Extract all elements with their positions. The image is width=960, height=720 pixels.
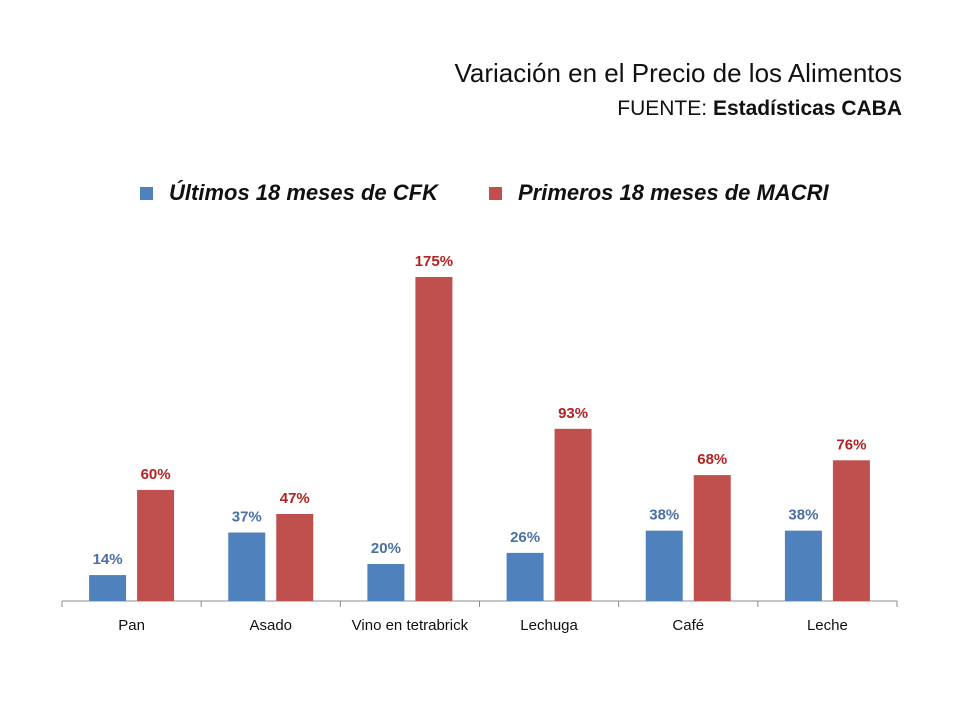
bar-macri xyxy=(693,475,731,601)
bar-macri xyxy=(554,428,592,601)
data-label-macri: 68% xyxy=(697,451,727,468)
chart-title: Variación en el Precio de los Alimentos xyxy=(454,58,902,88)
bar-macri xyxy=(137,489,175,601)
bar-cfk xyxy=(89,575,127,601)
category-label: Café xyxy=(672,617,704,634)
source-name: Estadísticas CABA xyxy=(712,97,902,120)
chart-legend: Últimos 18 meses de CFK Primeros 18 mese… xyxy=(0,180,960,214)
category-label: Pan xyxy=(118,617,145,634)
data-label-macri: 93% xyxy=(558,405,588,422)
data-label-cfk: 20% xyxy=(371,540,401,557)
legend-label-cfk: Últimos 18 meses de CFK xyxy=(169,180,438,205)
legend-swatch-cfk xyxy=(140,186,153,200)
data-label-cfk: 14% xyxy=(93,551,123,568)
bar-cfk xyxy=(506,552,544,601)
source-prefix: FUENTE: xyxy=(617,97,713,120)
data-label-cfk: 37% xyxy=(232,508,262,525)
bar-cfk xyxy=(228,532,266,601)
data-label-cfk: 38% xyxy=(649,507,679,524)
bar-macri xyxy=(276,513,314,601)
bar-macri xyxy=(415,277,453,601)
data-label-macri: 47% xyxy=(280,490,310,507)
bar-cfk xyxy=(367,563,405,601)
category-label: Asado xyxy=(249,617,292,634)
bar-cfk xyxy=(645,530,683,601)
legend-label-macri: Primeros 18 meses de MACRI xyxy=(518,180,829,205)
category-label: Lechuga xyxy=(520,617,578,634)
data-label-macri: 60% xyxy=(141,466,171,483)
chart-source: FUENTE: Estadísticas CABA xyxy=(617,97,902,121)
legend-item-cfk: Últimos 18 meses de CFK xyxy=(140,180,438,206)
data-label-cfk: 26% xyxy=(510,529,540,546)
legend-swatch-macri xyxy=(489,186,502,200)
data-label-cfk: 38% xyxy=(788,507,818,524)
category-label: Vino en tetrabrick xyxy=(352,617,469,634)
category-label: Leche xyxy=(807,617,848,634)
bar-cfk xyxy=(784,530,822,601)
data-label-macri: 175% xyxy=(415,253,453,270)
bar-macri xyxy=(832,460,870,601)
legend-item-macri: Primeros 18 meses de MACRI xyxy=(489,180,829,206)
data-label-macri: 76% xyxy=(836,436,866,453)
